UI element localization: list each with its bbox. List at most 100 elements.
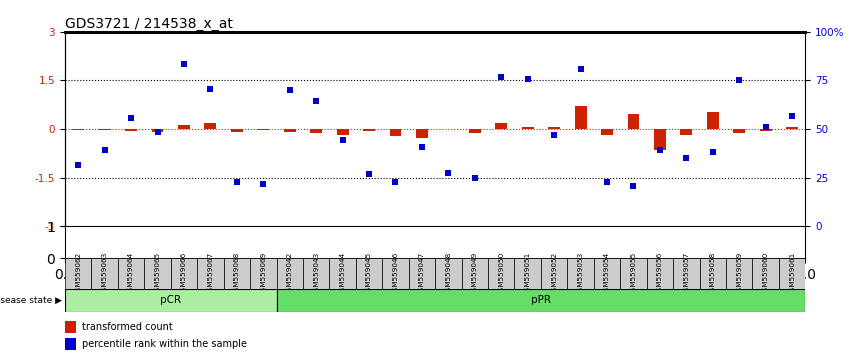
Text: transformed count: transformed count	[82, 322, 173, 332]
Bar	[409, 258, 435, 289]
Point	[494, 74, 508, 80]
Text: GSM559057: GSM559057	[683, 251, 689, 296]
Text: GSM559044: GSM559044	[339, 251, 346, 296]
Point	[151, 129, 165, 135]
Bar	[435, 258, 462, 289]
Bar	[654, 129, 666, 150]
Text: disease state ▶: disease state ▶	[0, 296, 62, 304]
Point	[785, 113, 799, 119]
Bar	[92, 258, 118, 289]
Bar	[488, 258, 514, 289]
Point	[71, 162, 85, 167]
Bar	[329, 258, 356, 289]
Text: GSM559068: GSM559068	[234, 251, 240, 296]
Text: GSM559064: GSM559064	[128, 251, 134, 296]
Bar	[276, 289, 805, 312]
Bar	[65, 321, 76, 333]
Bar	[65, 258, 92, 289]
Bar	[462, 258, 488, 289]
Point	[627, 183, 641, 188]
Bar	[601, 129, 613, 135]
Bar	[65, 338, 76, 350]
Bar	[779, 258, 805, 289]
Bar	[575, 105, 586, 129]
Text: GSM559048: GSM559048	[445, 251, 451, 296]
Point	[177, 61, 191, 67]
Bar	[197, 258, 223, 289]
Bar	[495, 123, 507, 129]
Bar	[204, 123, 216, 129]
Bar	[99, 129, 111, 130]
Bar	[469, 129, 481, 133]
Bar	[257, 129, 269, 130]
Point	[520, 76, 534, 82]
Point	[415, 144, 429, 150]
Point	[256, 181, 270, 187]
Bar	[118, 258, 145, 289]
Text: GSM559063: GSM559063	[101, 251, 107, 296]
Text: GSM559058: GSM559058	[710, 251, 716, 296]
Bar	[620, 258, 647, 289]
Bar	[759, 129, 772, 131]
Bar	[548, 127, 560, 129]
Text: GDS3721 / 214538_x_at: GDS3721 / 214538_x_at	[65, 17, 233, 31]
Point	[759, 125, 772, 130]
Text: GSM559061: GSM559061	[789, 251, 795, 296]
Bar	[171, 258, 197, 289]
Bar	[363, 129, 375, 131]
Text: pCR: pCR	[160, 295, 181, 305]
Text: GSM559069: GSM559069	[261, 251, 266, 296]
Bar	[628, 114, 639, 129]
Point	[389, 179, 403, 185]
Point	[573, 66, 587, 72]
Text: GSM559046: GSM559046	[392, 251, 398, 296]
Point	[600, 179, 614, 185]
Point	[468, 175, 481, 180]
Bar	[145, 258, 171, 289]
Text: GSM559066: GSM559066	[181, 251, 187, 296]
Bar	[541, 258, 567, 289]
Point	[547, 133, 561, 138]
Text: GSM559049: GSM559049	[472, 251, 478, 296]
Text: pPR: pPR	[531, 295, 551, 305]
Bar	[382, 258, 409, 289]
Bar	[152, 129, 164, 132]
Bar	[276, 258, 303, 289]
Bar	[514, 258, 541, 289]
Text: GSM559067: GSM559067	[207, 251, 213, 296]
Bar	[594, 258, 620, 289]
Bar	[786, 127, 798, 129]
Bar	[356, 258, 382, 289]
Point	[229, 179, 243, 185]
Bar	[65, 289, 276, 312]
Text: GSM559059: GSM559059	[736, 251, 742, 296]
Point	[733, 78, 746, 83]
Bar	[72, 129, 84, 130]
Bar	[681, 129, 692, 135]
Text: GSM559052: GSM559052	[551, 251, 557, 296]
Text: GSM559050: GSM559050	[498, 251, 504, 296]
Bar	[390, 129, 402, 136]
Bar	[231, 129, 242, 132]
Bar	[753, 258, 779, 289]
Point	[680, 155, 694, 161]
Text: GSM559043: GSM559043	[313, 251, 320, 296]
Text: GSM559047: GSM559047	[419, 251, 425, 296]
Text: GSM559045: GSM559045	[366, 251, 372, 296]
Bar	[734, 129, 746, 133]
Bar	[707, 112, 719, 129]
Bar	[250, 258, 276, 289]
Bar	[125, 129, 137, 131]
Point	[204, 86, 217, 91]
Text: GSM559055: GSM559055	[630, 251, 637, 296]
Bar	[416, 129, 428, 138]
Point	[362, 171, 376, 177]
Point	[336, 137, 350, 143]
Text: GSM559060: GSM559060	[763, 251, 769, 296]
Text: GSM559053: GSM559053	[578, 251, 584, 296]
Point	[124, 115, 138, 120]
Point	[442, 170, 456, 176]
Bar	[522, 127, 533, 129]
Bar	[284, 129, 295, 132]
Text: GSM559054: GSM559054	[604, 251, 610, 296]
